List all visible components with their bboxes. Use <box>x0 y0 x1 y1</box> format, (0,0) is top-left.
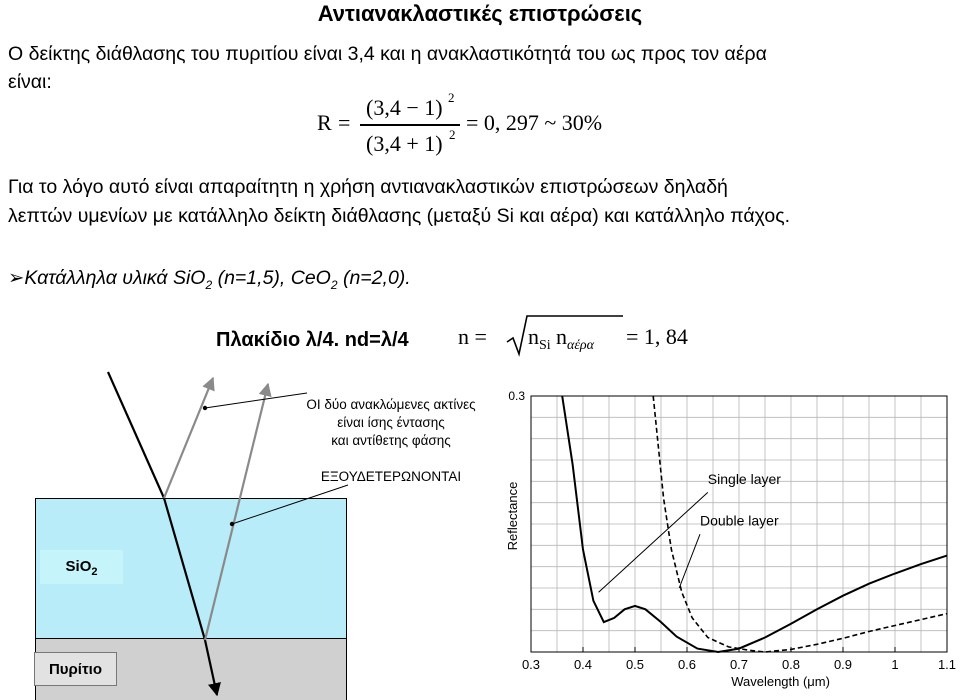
x-tick-label: 1.1 <box>938 657 956 672</box>
coating-label: SiO2 <box>40 550 123 584</box>
reflected-ray-1 <box>162 376 215 499</box>
coating-label-text: SiO <box>65 558 92 575</box>
x-tick-label: 0.4 <box>574 657 592 672</box>
materials-bullet: ➢Κατάλληλα υλικά SiO2 (n=1,5), CeO2 (n=2… <box>8 266 411 292</box>
bullet-prefix: Κατάλληλα υλικά SiO <box>24 267 206 289</box>
index-formula-n1: n <box>528 324 539 349</box>
annotation-double-pointer <box>678 534 701 589</box>
index-formula-n2: n <box>556 324 567 349</box>
chart-ylabel: Reflectance <box>505 482 520 551</box>
sqrt-sign-icon <box>506 315 623 357</box>
x-tick-label: 0.7 <box>730 657 748 672</box>
index-formula-lhs: n = <box>458 324 487 349</box>
page-title: Αντιανακλαστικές επιστρώσεις <box>317 1 643 26</box>
bullet-sub-2: 2 <box>330 277 338 292</box>
formula-lhs: R <box>317 110 332 135</box>
substrate-label: Πυρίτιο <box>34 652 117 686</box>
plate-label: Πλακίδιο λ/4. nd=λ/4 <box>216 329 409 351</box>
x-tick-label: 0.5 <box>626 657 644 672</box>
note-pointer-1 <box>204 392 308 409</box>
formula-numerator-exp: 2 <box>448 90 455 105</box>
x-tick-label: 0.6 <box>678 657 696 672</box>
chart-annotation-single: Single layer <box>708 471 781 487</box>
incident-ray <box>106 371 166 499</box>
series-single-layer <box>561 395 948 654</box>
arrow-bullet-icon: ➢ <box>8 267 25 289</box>
refracted-ray-coating <box>162 497 207 641</box>
body-line-2: λεπτών υμενίων με κατάλληλο δείκτη διάθλ… <box>8 205 791 227</box>
reflectance-chart: 0.3 0.4 0.5 0.6 0.7 0.8 0.9 1 1.1 0.3 Reflectance… <box>505 389 956 689</box>
bullet-suffix: (n=2,0). <box>337 267 411 289</box>
coating-label-sub: 2 <box>91 566 98 578</box>
formula-numerator: (3,4 − 1) <box>366 95 443 120</box>
formula-result: = 0, 297 ~ 30% <box>466 110 603 135</box>
reflected-ray-2 <box>203 382 272 641</box>
body-line-1: Για το λόγο αυτό είναι απαραίτητη η χρήσ… <box>8 176 728 198</box>
index-formula-result: = 1, 84 <box>626 324 688 349</box>
x-tick-label: 1 <box>891 657 898 672</box>
index-formula-sub1: Si <box>539 338 551 353</box>
x-tick-label: 0.8 <box>782 657 800 672</box>
note-line-2: είναι ίσης έντασης <box>337 415 445 430</box>
chart-annotation-double: Double layer <box>700 513 779 529</box>
annotation-single-pointer <box>598 492 709 593</box>
note-line-3: και αντίθετης φάσης <box>331 433 451 448</box>
reflection-note: ΟΙ δύο ανακλώμενες ακτίνες είναι ίσης έν… <box>298 396 484 450</box>
x-tick-label: 0.9 <box>834 657 852 672</box>
formula-denominator: (3,4 + 1) <box>366 131 443 156</box>
note-line-1: ΟΙ δύο ανακλώμενες ακτίνες <box>306 397 476 412</box>
cancel-note: ΕΞΟΥΔΕΤΕΡΩΝΟΝΤΑΙ <box>320 469 462 484</box>
y-tick-label: 0.3 <box>508 389 525 403</box>
chart-xlabel: Wavelength (μm) <box>731 674 830 689</box>
series-double-layer <box>652 395 948 653</box>
index-formula-sub2: αέρα <box>567 338 594 353</box>
x-tick-label: 0.3 <box>522 657 540 672</box>
intro-line-2: είναι: <box>8 71 52 93</box>
formula-fraction-bar <box>360 124 460 126</box>
note-pointer-2 <box>231 484 349 525</box>
intro-line-1: Ο δείκτης διάθλασης του πυριτίου είναι 3… <box>8 43 767 65</box>
bullet-sub-1: 2 <box>205 277 213 292</box>
transmitted-ray <box>203 639 221 697</box>
formula-denominator-exp: 2 <box>449 127 456 142</box>
formula-eq: = <box>338 110 351 135</box>
bullet-middle: (n=1,5), CeO <box>212 267 331 289</box>
chart-grid <box>531 396 947 652</box>
